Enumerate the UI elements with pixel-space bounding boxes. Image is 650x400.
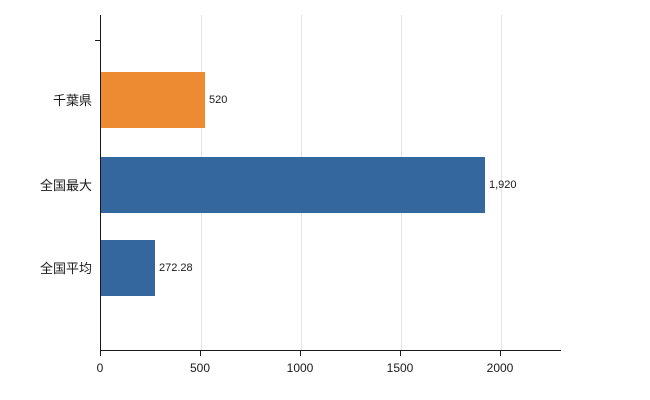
bar-0 xyxy=(101,72,205,128)
x-axis-tick xyxy=(200,351,201,356)
category-label-2: 全国平均 xyxy=(39,261,92,276)
x-axis-tick xyxy=(500,351,501,356)
y-axis-tick xyxy=(95,40,100,41)
value-label-1: 1,920 xyxy=(489,179,517,191)
plot-area xyxy=(100,15,561,351)
x-tick-label-2: 1000 xyxy=(286,361,314,375)
x-tick-label-1: 500 xyxy=(189,361,211,375)
gridline xyxy=(501,15,502,350)
category-label-1: 全国最大 xyxy=(39,178,92,193)
x-tick-label-3: 1500 xyxy=(386,361,414,375)
bar-2 xyxy=(101,240,155,296)
x-tick-label-0: 0 xyxy=(96,361,104,375)
value-label-2: 272.28 xyxy=(159,262,193,274)
x-axis-tick xyxy=(100,351,101,356)
value-label-0: 520 xyxy=(209,94,228,106)
x-tick-label-4: 2000 xyxy=(486,361,514,375)
category-label-0: 千葉県 xyxy=(52,93,92,108)
bar-1 xyxy=(101,157,485,213)
x-axis-tick xyxy=(400,351,401,356)
x-axis-tick xyxy=(300,351,301,356)
